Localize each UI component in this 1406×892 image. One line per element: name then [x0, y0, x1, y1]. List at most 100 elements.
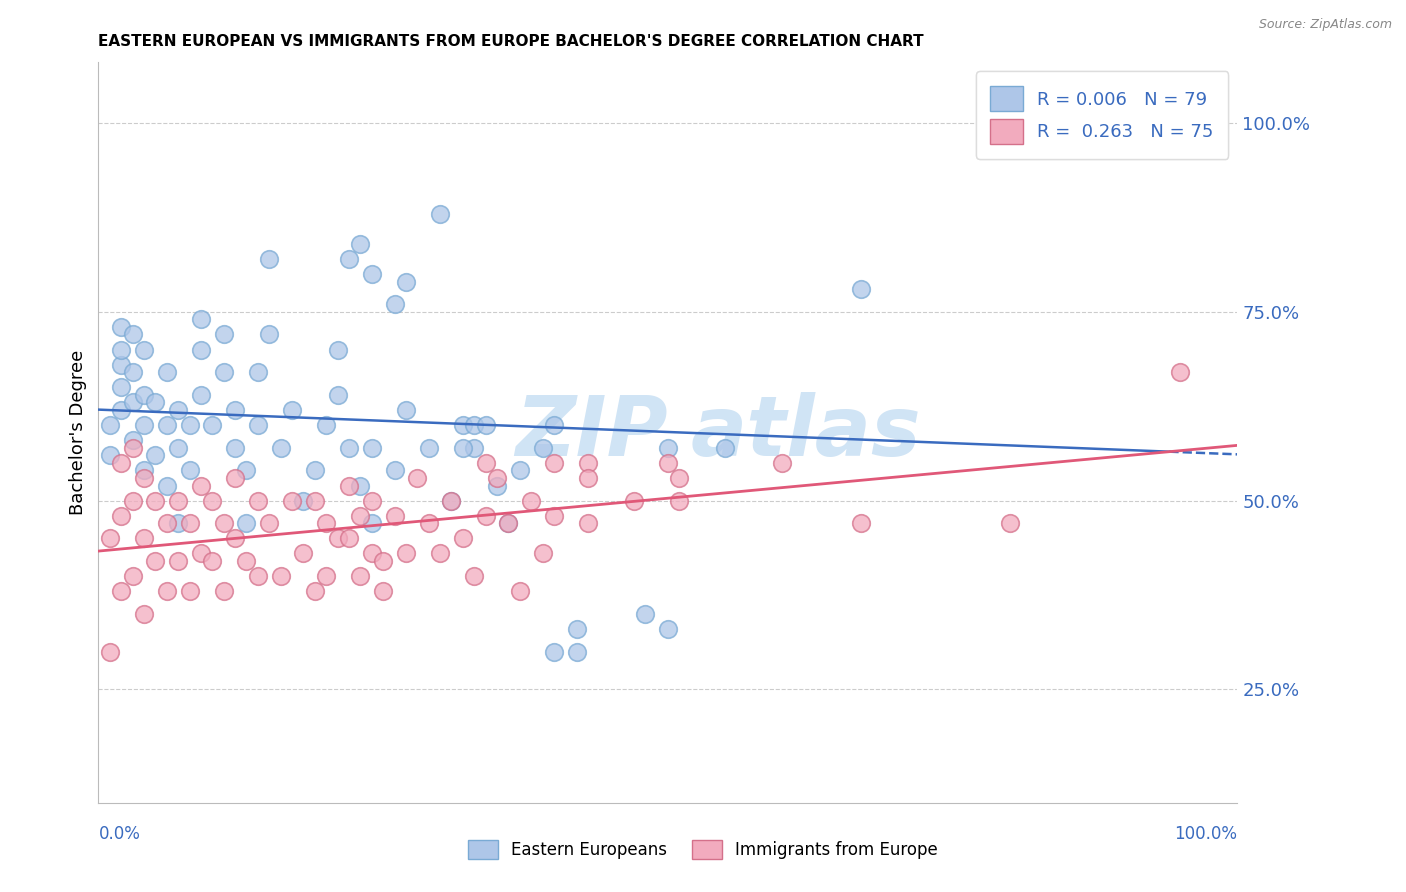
Point [315, 569, 337, 583]
Point [292, 493, 315, 508]
Point [212, 365, 235, 379]
Text: atlas: atlas [690, 392, 921, 473]
Point [212, 327, 235, 342]
Point [1112, 116, 1135, 130]
Point [121, 395, 143, 409]
Point [132, 343, 155, 357]
Point [304, 463, 326, 477]
Point [246, 365, 269, 379]
Point [384, 297, 406, 311]
Point [509, 463, 531, 477]
Point [360, 493, 382, 508]
Point [145, 395, 167, 409]
Point [371, 554, 394, 568]
Point [110, 343, 132, 357]
Point [315, 418, 337, 433]
Point [167, 441, 190, 455]
Point [179, 584, 201, 599]
Point [190, 388, 212, 402]
Legend: R = 0.006   N = 79, R =  0.263   N = 75: R = 0.006 N = 79, R = 0.263 N = 75 [976, 71, 1229, 159]
Point [156, 365, 179, 379]
Point [657, 622, 679, 636]
Point [1170, 365, 1192, 379]
Point [190, 478, 212, 492]
Point [98, 418, 121, 433]
Point [543, 508, 565, 523]
Point [634, 607, 657, 621]
Point [121, 569, 143, 583]
Point [998, 516, 1021, 531]
Point [201, 554, 224, 568]
Point [235, 554, 257, 568]
Point [132, 471, 155, 485]
Point [156, 478, 179, 492]
Point [259, 327, 281, 342]
Point [486, 471, 509, 485]
Point [190, 547, 212, 561]
Text: ZIP: ZIP [515, 392, 668, 473]
Point [851, 282, 873, 296]
Point [360, 441, 382, 455]
Point [145, 493, 167, 508]
Point [270, 569, 292, 583]
Point [520, 493, 543, 508]
Point [384, 508, 406, 523]
Point [623, 493, 645, 508]
Point [132, 388, 155, 402]
Point [110, 508, 132, 523]
Point [110, 456, 132, 470]
Point [565, 622, 588, 636]
Point [98, 645, 121, 659]
Point [326, 343, 349, 357]
Point [201, 418, 224, 433]
Point [292, 547, 315, 561]
Point [167, 554, 190, 568]
Point [440, 493, 463, 508]
Point [337, 441, 360, 455]
Point [543, 418, 565, 433]
Point [315, 516, 337, 531]
Point [235, 516, 257, 531]
Point [714, 441, 737, 455]
Point [576, 471, 599, 485]
Point [121, 433, 143, 447]
Point [463, 569, 485, 583]
Point [349, 569, 371, 583]
Point [429, 206, 451, 220]
Text: 0.0%: 0.0% [98, 825, 141, 843]
Point [190, 312, 212, 326]
Point [246, 569, 269, 583]
Point [110, 403, 132, 417]
Point [179, 516, 201, 531]
Point [440, 493, 463, 508]
Point [498, 516, 520, 531]
Point [429, 547, 451, 561]
Point [349, 236, 371, 251]
Point [98, 532, 121, 546]
Point [360, 267, 382, 281]
Point [543, 645, 565, 659]
Point [132, 532, 155, 546]
Point [121, 327, 143, 342]
Point [110, 380, 132, 394]
Point [463, 441, 485, 455]
Point [851, 516, 873, 531]
Y-axis label: Bachelor's Degree: Bachelor's Degree [69, 350, 87, 516]
Point [337, 252, 360, 266]
Text: Source: ZipAtlas.com: Source: ZipAtlas.com [1258, 18, 1392, 31]
Point [121, 441, 143, 455]
Point [304, 493, 326, 508]
Point [371, 584, 394, 599]
Point [668, 471, 690, 485]
Point [451, 532, 474, 546]
Point [110, 319, 132, 334]
Point [156, 584, 179, 599]
Point [360, 516, 382, 531]
Point [156, 516, 179, 531]
Point [418, 516, 440, 531]
Point [132, 607, 155, 621]
Point [110, 358, 132, 372]
Point [167, 493, 190, 508]
Point [576, 516, 599, 531]
Point [668, 493, 690, 508]
